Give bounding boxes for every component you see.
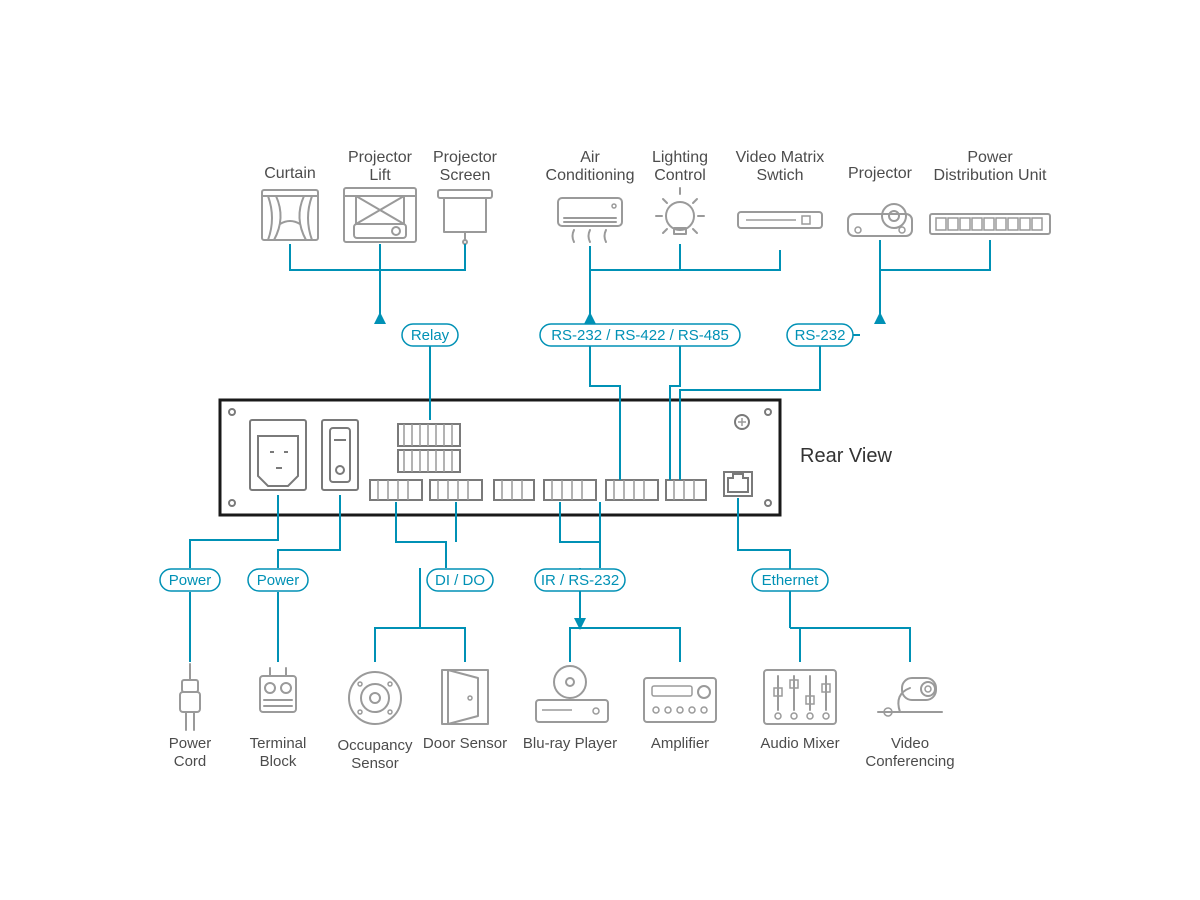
occupancy-label-2: Sensor: [351, 755, 399, 772]
pill-ir-rs232: IR / RS-232: [535, 569, 625, 591]
audio-mixer-icon: [764, 670, 836, 724]
connection-diagram: Relay RS-232 / RS-422 / RS-485 RS-232 Po…: [0, 0, 1200, 900]
pill-rs-multi: RS-232 / RS-422 / RS-485: [540, 324, 740, 346]
pdu-icon: [930, 214, 1050, 234]
svg-text:Power: Power: [257, 572, 300, 589]
pill-ethernet: Ethernet: [752, 569, 828, 591]
audio-mixer-label: Audio Mixer: [760, 735, 839, 752]
video-conferencing-icon: [878, 678, 942, 716]
vc-label-1: Video: [891, 735, 929, 752]
occupancy-sensor-icon: [349, 672, 401, 724]
terminal-block-icon: [260, 668, 296, 712]
curtain-icon: [262, 190, 318, 240]
lighting-label-1: Lighting: [652, 149, 708, 166]
terminal-block-label-2: Block: [260, 753, 297, 770]
bluray-player-icon: [536, 666, 608, 722]
terminal-block-label-1: Terminal: [250, 735, 307, 752]
air-conditioning-icon: [558, 198, 622, 242]
pill-rs232: RS-232: [787, 324, 853, 346]
projector-screen-label-2: Screen: [440, 167, 491, 184]
projector-lift-icon: [344, 188, 416, 242]
vms-label-2: Swtich: [756, 167, 803, 184]
occupancy-label-1: Occupancy: [337, 737, 413, 754]
svg-text:Power: Power: [169, 572, 212, 589]
aircon-label-2: Conditioning: [546, 167, 635, 184]
lighting-control-icon: [656, 188, 704, 234]
amplifier-label: Amplifier: [651, 735, 709, 752]
svg-text:RS-232: RS-232: [795, 327, 846, 344]
pill-power-1: Power: [160, 569, 220, 591]
pdu-label-2: Distribution Unit: [934, 167, 1047, 184]
vms-label-1: Video Matrix: [736, 149, 825, 166]
aircon-label-1: Air: [580, 149, 600, 166]
vc-label-2: Conferencing: [865, 753, 954, 770]
rear-view-label: Rear View: [800, 445, 892, 467]
amplifier-icon: [644, 678, 716, 722]
projector-lift-label-2: Lift: [369, 167, 391, 184]
power-cord-label-2: Cord: [174, 753, 207, 770]
projector-lift-label-1: Projector: [348, 149, 413, 166]
svg-text:IR / RS-232: IR / RS-232: [541, 572, 619, 589]
pill-power-2: Power: [248, 569, 308, 591]
projector-screen-icon: [438, 190, 492, 244]
svg-text:Ethernet: Ethernet: [762, 572, 820, 589]
curtain-label: Curtain: [264, 165, 316, 182]
svg-text:DI / DO: DI / DO: [435, 572, 485, 589]
projector-screen-label-1: Projector: [433, 149, 498, 166]
svg-text:Relay: Relay: [411, 327, 450, 344]
door-sensor-label: Door Sensor: [423, 735, 507, 752]
video-matrix-switch-icon: [738, 212, 822, 228]
door-sensor-icon: [442, 670, 488, 724]
svg-text:RS-232 / RS-422 / RS-485: RS-232 / RS-422 / RS-485: [551, 327, 729, 344]
device-rear-view: [220, 400, 780, 515]
bluray-label: Blu-ray Player: [523, 735, 617, 752]
pdu-label-1: Power: [967, 149, 1013, 166]
projector-label: Projector: [848, 165, 913, 182]
lighting-label-2: Control: [654, 167, 706, 184]
power-cord-icon: [180, 664, 200, 730]
pill-relay: Relay: [402, 324, 458, 346]
projector-icon: [848, 204, 912, 236]
power-cord-label-1: Power: [169, 735, 212, 752]
pill-dido: DI / DO: [427, 569, 493, 591]
